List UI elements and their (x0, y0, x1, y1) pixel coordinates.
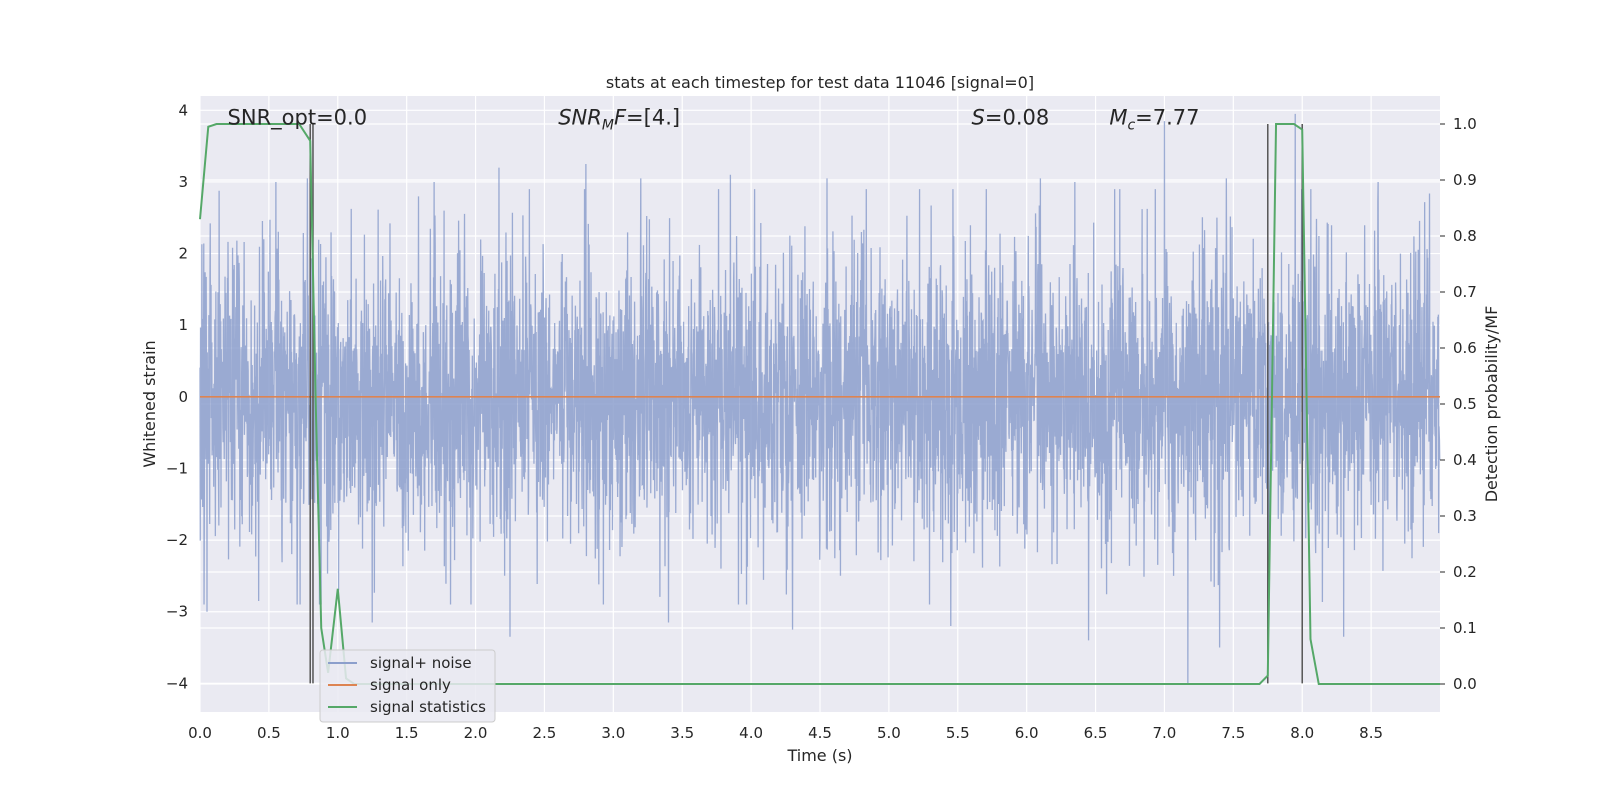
y-right-tick-label: 0.9 (1453, 171, 1477, 189)
y-axis-ticks: −4 −3 −2 −1 0 1 2 3 4 (166, 101, 188, 692)
y-right-tick-label: 0.0 (1453, 675, 1477, 693)
y-axis-right-ticks: 0.0 0.1 0.2 0.3 0.4 0.5 0.6 0.7 0.8 0.9 1.0 (1440, 115, 1477, 693)
x-tick-label: 7.0 (1153, 724, 1177, 742)
y-tick-label: −3 (166, 603, 188, 621)
y-right-tick-label: 0.8 (1453, 227, 1477, 245)
annotation-part: =[4.] (626, 105, 680, 129)
y-right-tick-label: 0.6 (1453, 339, 1477, 357)
y-right-tick-label: 0.4 (1453, 451, 1477, 469)
annotation-part: S (972, 105, 985, 129)
y-tick-label: 0 (178, 388, 188, 406)
x-tick-label: 8.0 (1290, 724, 1314, 742)
annotation-part: c (1127, 117, 1135, 133)
x-tick-label: 1.5 (395, 724, 419, 742)
y-right-tick-label: 0.1 (1453, 619, 1477, 637)
x-tick-label: 3.5 (670, 724, 694, 742)
annotation-part: M (1109, 105, 1127, 129)
y-axis-right-label: Detection probability/MF (1482, 306, 1501, 503)
x-tick-label: 0.5 (257, 724, 281, 742)
y-right-tick-label: 0.7 (1453, 283, 1477, 301)
x-tick-label: 2.0 (464, 724, 488, 742)
annotations: SNR_opt=0.0 SNRMF=[4.] S=0.08 Mc=7.77 (228, 105, 1200, 133)
legend-box (319, 649, 496, 723)
x-tick-label: 7.5 (1221, 724, 1245, 742)
y-right-tick-label: 0.3 (1453, 507, 1477, 525)
annotation: SNR_opt=0.0 (228, 105, 368, 130)
legend: signal+ noise signal only signal statist… (319, 649, 496, 723)
chart-title: stats at each timestep for test data 110… (606, 73, 1034, 92)
annotation-part: F (614, 105, 627, 129)
annotation: Mc=7.77 (1109, 105, 1199, 133)
x-tick-label: 6.5 (1084, 724, 1108, 742)
y-right-tick-label: 0.2 (1453, 563, 1477, 581)
x-tick-label: 1.0 (326, 724, 350, 742)
x-tick-label: 2.5 (533, 724, 557, 742)
y-tick-label: −4 (166, 674, 188, 692)
series-signal-noise (199, 113, 1441, 684)
y-right-tick-label: 1.0 (1453, 115, 1477, 133)
x-tick-label: 4.0 (739, 724, 763, 742)
annotation-part: =7.77 (1135, 105, 1199, 129)
x-tick-label: 0.0 (188, 724, 212, 742)
y-axis-label: Whitened strain (140, 340, 159, 467)
x-tick-label: 4.5 (808, 724, 832, 742)
legend-label-signal-statistics: signal statistics (370, 698, 486, 716)
x-tick-label: 8.5 (1359, 724, 1383, 742)
y-tick-label: −2 (166, 531, 188, 549)
annotation-part: SNR (558, 105, 602, 129)
y-tick-label: −1 (166, 459, 188, 477)
legend-label-signal-only: signal only (370, 676, 451, 694)
x-axis-label: Time (s) (786, 746, 852, 765)
y-right-tick-label: 0.5 (1453, 395, 1477, 413)
x-tick-label: 5.5 (946, 724, 970, 742)
x-axis-ticks: 0.0 0.5 1.0 1.5 2.0 2.5 3.0 3.5 4.0 4.5 5.0 5.5 6.0 6… (188, 724, 1383, 742)
y-tick-label: 2 (178, 245, 188, 263)
x-tick-label: 3.0 (601, 724, 625, 742)
vertical-lines (309, 124, 1303, 684)
y-tick-label: 4 (178, 101, 188, 119)
annotation-part: M (602, 117, 614, 133)
y-tick-label: 3 (178, 173, 188, 191)
legend-label-signal-noise: signal+ noise (370, 654, 472, 672)
x-tick-label: 5.0 (877, 724, 901, 742)
x-tick-label: 6.0 (1015, 724, 1039, 742)
annotation-part: =0.08 (985, 105, 1049, 129)
series-signal-noise-line (199, 113, 1441, 684)
y-tick-label: 1 (178, 316, 188, 334)
annotation: S=0.08 (972, 105, 1050, 129)
annotation-part: SNR_opt=0.0 (228, 105, 368, 130)
annotation: SNRMF=[4.] (558, 105, 680, 133)
